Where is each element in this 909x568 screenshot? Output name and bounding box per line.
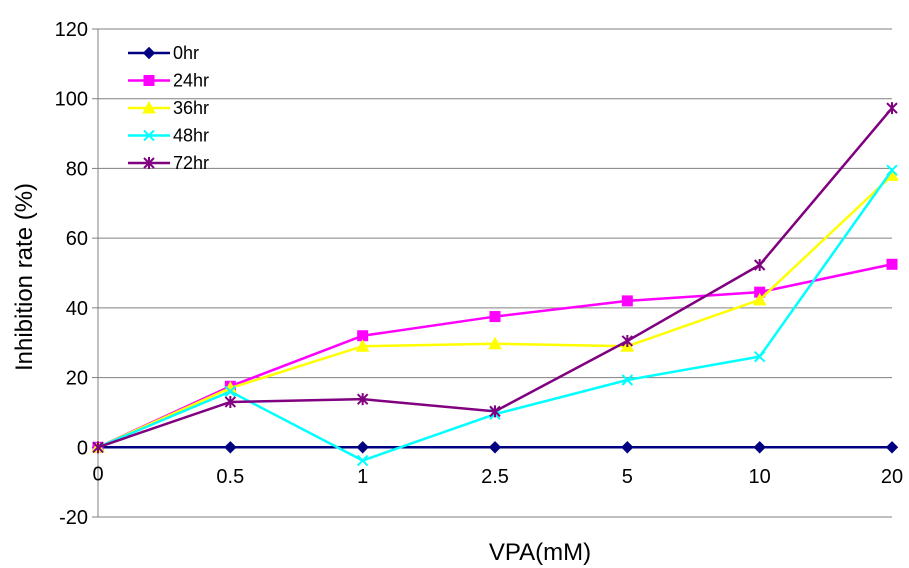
x-marker (143, 129, 155, 142)
star-marker (753, 258, 766, 271)
x-axis-title: VPA(mM) (489, 539, 591, 566)
diamond-marker (885, 441, 899, 454)
x-marker (621, 374, 634, 386)
x-marker (224, 385, 237, 398)
square-marker (489, 311, 501, 323)
y-tick-label: 0 (77, 437, 88, 459)
x-tick-label: 20 (881, 466, 903, 488)
square-marker (621, 295, 633, 307)
triangle-marker (355, 339, 370, 352)
diamond-marker (224, 441, 237, 454)
square-marker (143, 75, 155, 86)
legend: 0hr 24hr 36hr 48hr 72hr (128, 43, 209, 173)
x-tick-label: 0 (92, 463, 103, 485)
x-marker (356, 454, 369, 467)
triangle-marker (142, 100, 156, 114)
y-tick-label: 20 (66, 368, 88, 390)
y-axis-title: Inhibition rate (%) (11, 183, 38, 371)
y-tick-label: 120 (55, 19, 88, 41)
x-tick-label: 0.5 (216, 466, 244, 488)
square-marker (886, 258, 898, 270)
y-tick-label: 60 (66, 228, 88, 250)
star-marker (621, 334, 634, 347)
triangle-marker (488, 336, 502, 350)
diamond-marker (488, 441, 502, 454)
diamond-marker (142, 46, 156, 60)
gridlines (98, 28, 892, 518)
y-tick-labels: -20 0 20 40 60 80 100 120 (55, 19, 88, 529)
legend-label: 48hr (173, 126, 209, 146)
axes (92, 28, 893, 518)
x-tick-labels: 0 0.5 1 2.5 5 10 20 (92, 463, 903, 488)
x-tick-label: 10 (749, 466, 771, 488)
series-lines (91, 102, 899, 467)
y-tick-label: 100 (55, 89, 88, 111)
star-marker (356, 393, 369, 406)
y-tick-label: -20 (59, 507, 88, 529)
x-tick-label: 1 (357, 466, 368, 488)
diamond-marker (621, 441, 634, 454)
star-marker (92, 441, 104, 454)
legend-label: 0hr (173, 43, 199, 63)
legend-label: 72hr (173, 153, 209, 173)
star-marker (886, 102, 898, 115)
x-tick-label: 5 (622, 466, 633, 488)
series-line-24hr (97, 263, 893, 449)
legend-label: 24hr (173, 71, 209, 91)
diamond-marker (356, 441, 369, 454)
x-marker (886, 164, 898, 176)
triangle-marker (752, 292, 767, 306)
star-marker (489, 405, 501, 418)
y-tick-label: 80 (66, 158, 88, 180)
x-marker (753, 350, 766, 363)
star-marker (143, 157, 155, 169)
x-tick-label: 2.5 (481, 466, 509, 488)
star-marker (224, 395, 237, 408)
y-tick-label: 40 (66, 298, 88, 320)
legend-label: 36hr (173, 98, 209, 118)
diamond-marker (753, 441, 766, 454)
